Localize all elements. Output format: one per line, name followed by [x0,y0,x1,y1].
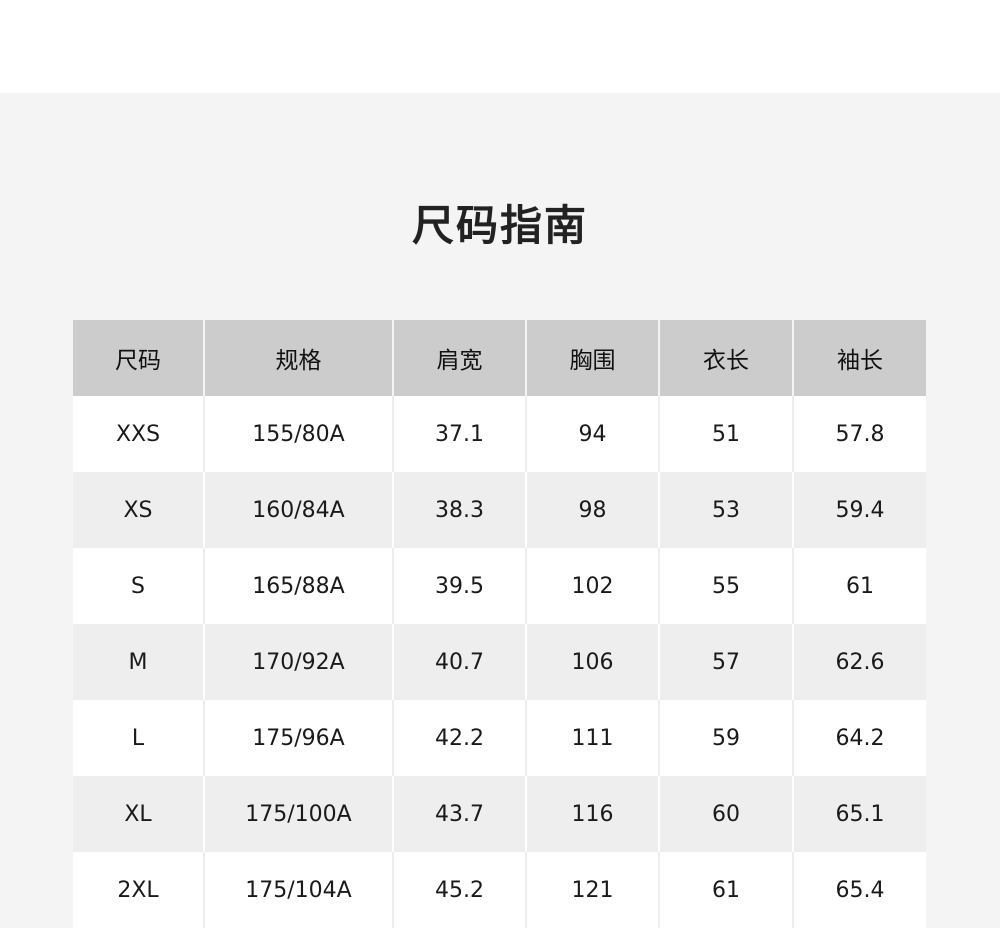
cell-sleeve: 61 [792,548,926,624]
cell-shoulder: 40.7 [392,624,526,700]
table-row: L 175/96A 42.2 111 59 64.2 [73,700,926,776]
page-title: 尺码指南 [411,201,588,250]
cell-chest: 98 [525,472,659,548]
cell-sleeve: 65.4 [792,852,926,928]
cell-chest: 121 [525,852,659,928]
cell-size: XS [73,472,204,548]
cell-shoulder: 38.3 [392,472,526,548]
cell-chest: 102 [525,548,659,624]
cell-size: XXS [73,396,204,472]
table-row: 2XL 175/104A 45.2 121 61 65.4 [73,852,926,928]
cell-spec: 175/104A [203,852,393,928]
cell-shoulder: 42.2 [392,700,526,776]
cell-size: 2XL [73,852,204,928]
cell-length: 59 [658,700,793,776]
cell-spec: 155/80A [203,396,393,472]
table-row: M 170/92A 40.7 106 57 62.6 [73,624,926,700]
cell-chest: 116 [525,776,659,852]
cell-length: 53 [658,472,793,548]
cell-length: 60 [658,776,793,852]
cell-length: 57 [658,624,793,700]
header-chest: 胸围 [525,320,659,396]
table-header-row: 尺码 规格 肩宽 胸围 衣长 袖长 [73,320,926,396]
cell-size: XL [73,776,204,852]
cell-sleeve: 59.4 [792,472,926,548]
header-length: 衣长 [658,320,793,396]
cell-size: L [73,700,204,776]
cell-sleeve: 57.8 [792,396,926,472]
cell-shoulder: 39.5 [392,548,526,624]
cell-shoulder: 45.2 [392,852,526,928]
cell-shoulder: 43.7 [392,776,526,852]
cell-spec: 160/84A [203,472,393,548]
cell-chest: 94 [525,396,659,472]
cell-sleeve: 65.1 [792,776,926,852]
size-guide-table: 尺码 规格 肩宽 胸围 衣长 袖长 XXS 155/80A 37.1 94 51 57.8 XS 160… [73,320,926,928]
cell-sleeve: 64.2 [792,700,926,776]
cell-chest: 106 [525,624,659,700]
cell-length: 55 [658,548,793,624]
cell-length: 51 [658,396,793,472]
cell-spec: 175/100A [203,776,393,852]
table-row: XS 160/84A 38.3 98 53 59.4 [73,472,926,548]
header-sleeve: 袖长 [792,320,926,396]
header-shoulder: 肩宽 [392,320,526,396]
table-row: XL 175/100A 43.7 116 60 65.1 [73,776,926,852]
cell-chest: 111 [525,700,659,776]
cell-sleeve: 62.6 [792,624,926,700]
table-row: XXS 155/80A 37.1 94 51 57.8 [73,396,926,472]
header-size: 尺码 [73,320,204,396]
cell-size: M [73,624,204,700]
cell-spec: 165/88A [203,548,393,624]
top-band [0,0,1000,93]
cell-spec: 170/92A [203,624,393,700]
table-row: S 165/88A 39.5 102 55 61 [73,548,926,624]
header-spec: 规格 [203,320,393,396]
cell-length: 61 [658,852,793,928]
cell-size: S [73,548,204,624]
cell-spec: 175/96A [203,700,393,776]
cell-shoulder: 37.1 [392,396,526,472]
